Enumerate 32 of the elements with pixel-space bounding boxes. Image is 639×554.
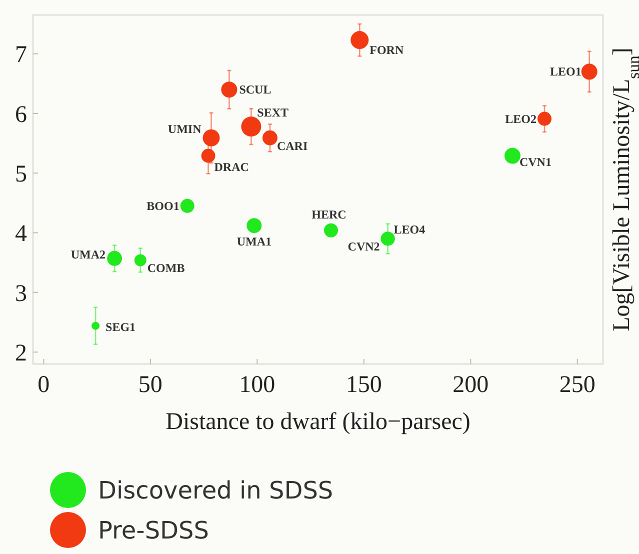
annotation: COMB [147, 261, 185, 276]
annotation: BOO1 [146, 198, 180, 213]
annotation: LEO1 [550, 64, 582, 79]
x-tick-label: 100 [239, 372, 276, 398]
y-tick-label: 5 [15, 161, 27, 188]
annotation: UMIN [168, 122, 202, 136]
x-tick-label: 150 [346, 372, 382, 398]
y-tick-label: 7 [15, 42, 27, 68]
annotation: SEXT [257, 106, 289, 120]
y-tick-label: 6 [15, 102, 27, 128]
annotation: CVN2 [348, 240, 380, 254]
y-tick-label: 4 [15, 221, 27, 248]
annotation: CARI [276, 138, 308, 153]
annotation: LEO2 [505, 112, 537, 126]
annotation: LEO4 [394, 222, 426, 237]
annotation: UMA2 [70, 247, 106, 262]
annotation: SCUL [239, 82, 272, 97]
annotation: SEG1 [106, 320, 136, 334]
annotation: FORN [370, 43, 404, 58]
x-tick-label: 50 [138, 372, 162, 398]
y-tick-label: 3 [15, 280, 27, 307]
legend-label: Pre-SDSS [98, 516, 209, 544]
annotation: HERC [312, 207, 346, 222]
annotation: UMA1 [236, 234, 272, 249]
annotation: DRAC [214, 160, 249, 174]
x-axis-title: Distance to dwarf (kilo−parsec) [166, 409, 470, 435]
x-tick-label: 0 [38, 372, 50, 398]
x-tick-label: 250 [559, 372, 596, 398]
y-tick-label: 2 [15, 340, 27, 366]
x-tick-label: 200 [452, 372, 489, 398]
legend-label: Discovered in SDSS [98, 476, 334, 504]
annotation: CVN1 [519, 154, 552, 169]
